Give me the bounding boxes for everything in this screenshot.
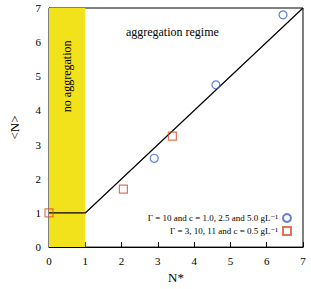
svg-text:2: 2	[36, 173, 42, 185]
svg-text:no aggregation: no aggregation	[60, 40, 74, 112]
svg-text:4: 4	[191, 255, 197, 267]
svg-text:6: 6	[36, 36, 42, 48]
svg-text:2: 2	[119, 255, 125, 267]
svg-text:Γ = 10 and c = 1.0, 2.5 and 5.: Γ = 10 and c = 1.0, 2.5 and 5.0 gL⁻¹	[148, 213, 279, 223]
svg-text:<N>: <N>	[7, 116, 22, 140]
svg-text:0: 0	[36, 241, 42, 253]
svg-text:6: 6	[264, 255, 270, 267]
svg-text:aggregation regime: aggregation regime	[126, 25, 219, 39]
svg-text:5: 5	[228, 255, 234, 267]
svg-text:3: 3	[155, 255, 161, 267]
svg-text:4: 4	[36, 104, 42, 116]
svg-text:1: 1	[36, 207, 42, 219]
svg-text:7: 7	[36, 2, 42, 14]
svg-text:3: 3	[36, 139, 42, 151]
svg-text:7: 7	[300, 255, 306, 267]
svg-text:N*: N*	[168, 270, 184, 285]
svg-text:Γ = 3, 10, 11 and c = 0.5 gL⁻¹: Γ = 3, 10, 11 and c = 0.5 gL⁻¹	[170, 226, 278, 236]
svg-text:0: 0	[46, 255, 52, 267]
svg-text:1: 1	[83, 255, 89, 267]
svg-text:5: 5	[36, 70, 42, 82]
